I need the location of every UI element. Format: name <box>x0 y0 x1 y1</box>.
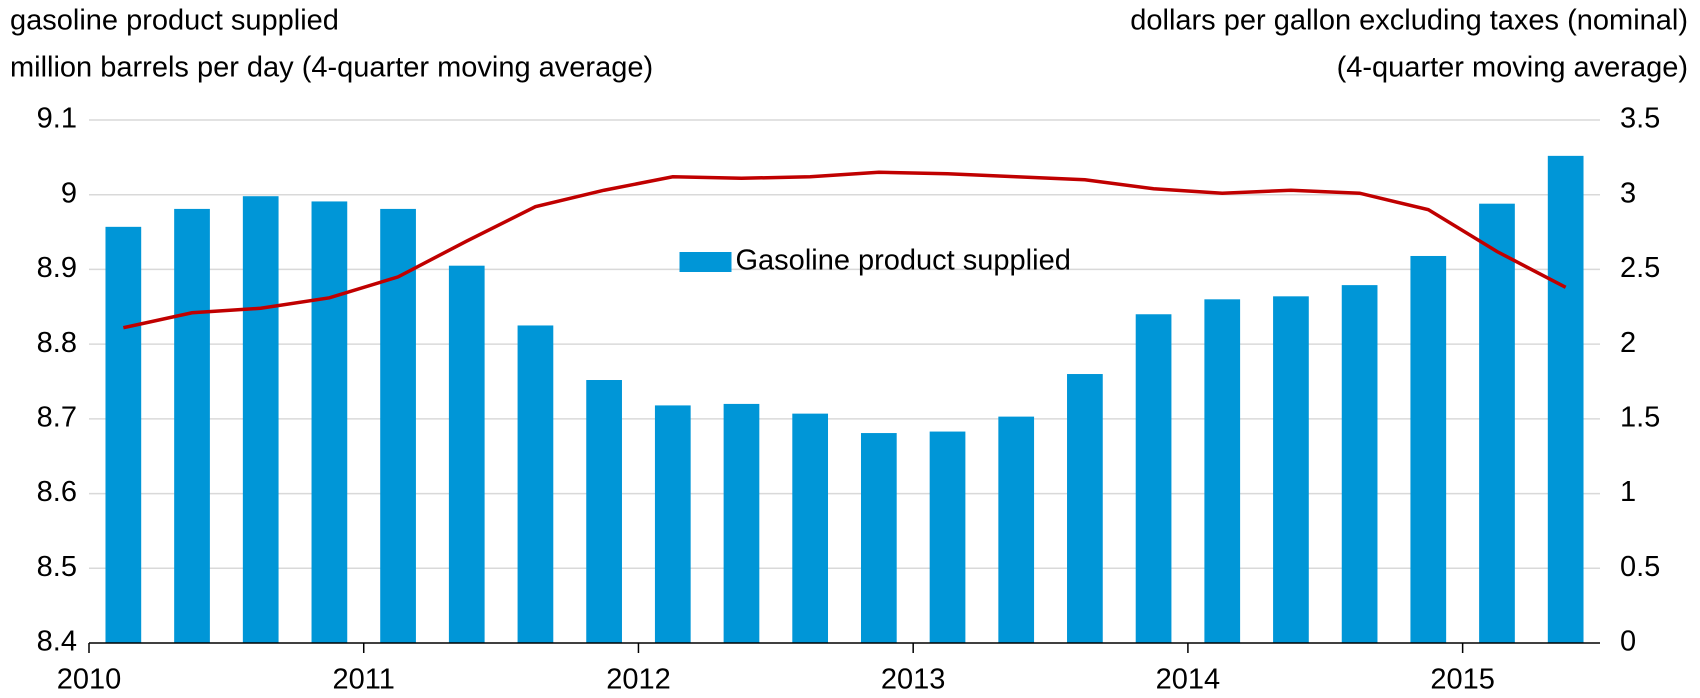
y-tick-label: 8.7 <box>37 402 77 434</box>
bar <box>1410 255 1447 644</box>
y2-tick-label: 2.5 <box>1620 252 1660 284</box>
x-tick-label: 2014 <box>1156 664 1221 696</box>
bar <box>517 325 554 643</box>
bar <box>1547 155 1584 643</box>
y2-axis-title: (4-quarter moving average) <box>1337 52 1688 84</box>
y-tick-label: 8.8 <box>37 327 77 359</box>
y2-tick-label: 0.5 <box>1620 551 1660 583</box>
bar <box>1341 285 1378 643</box>
y2-tick-label: 2 <box>1620 327 1636 359</box>
bar <box>242 196 279 644</box>
x-tick-label: 2015 <box>1430 664 1495 696</box>
y2-tick-label: 1.5 <box>1620 402 1660 434</box>
y2-tick-label: 0 <box>1620 626 1636 658</box>
bar <box>998 416 1035 643</box>
y-axis-title: gasoline product supplied <box>10 5 339 37</box>
bar <box>929 431 966 643</box>
x-tick-label: 2010 <box>57 664 122 696</box>
bar <box>311 201 348 643</box>
x-tick-label: 2013 <box>881 664 946 696</box>
legend-swatch <box>679 252 732 272</box>
y-tick-label: 8.9 <box>37 252 77 284</box>
bar <box>448 265 485 643</box>
bar <box>105 226 142 643</box>
y2-tick-label: 3.5 <box>1620 103 1660 135</box>
y-tick-label: 9.1 <box>37 103 77 135</box>
bar <box>792 413 829 643</box>
bar <box>586 380 622 643</box>
x-tick-label: 2011 <box>333 664 395 696</box>
bar <box>654 405 691 643</box>
y2-tick-label: 3 <box>1620 177 1636 209</box>
bar <box>1273 296 1309 643</box>
bar <box>860 433 897 643</box>
line <box>122 170 1567 330</box>
y2-axis-title: dollars per gallon excluding taxes (nomi… <box>1130 5 1688 37</box>
legend-label: Gasoline product supplied <box>736 245 1071 277</box>
y-tick-label: 8.6 <box>37 476 77 508</box>
bar <box>1204 299 1241 643</box>
bar <box>1479 203 1515 643</box>
bar <box>723 403 760 643</box>
y-tick-label: 9 <box>61 177 77 209</box>
bar <box>380 208 416 643</box>
y2-tick-label: 1 <box>1620 476 1636 508</box>
x-tick-label: 2012 <box>606 664 671 696</box>
bar <box>1135 314 1172 643</box>
y-tick-label: 8.5 <box>37 551 77 583</box>
bar <box>174 208 210 643</box>
y-axis-title: million barrels per day (4-quarter movin… <box>10 52 653 84</box>
bar <box>1067 374 1103 643</box>
y-tick-label: 8.4 <box>37 626 77 658</box>
